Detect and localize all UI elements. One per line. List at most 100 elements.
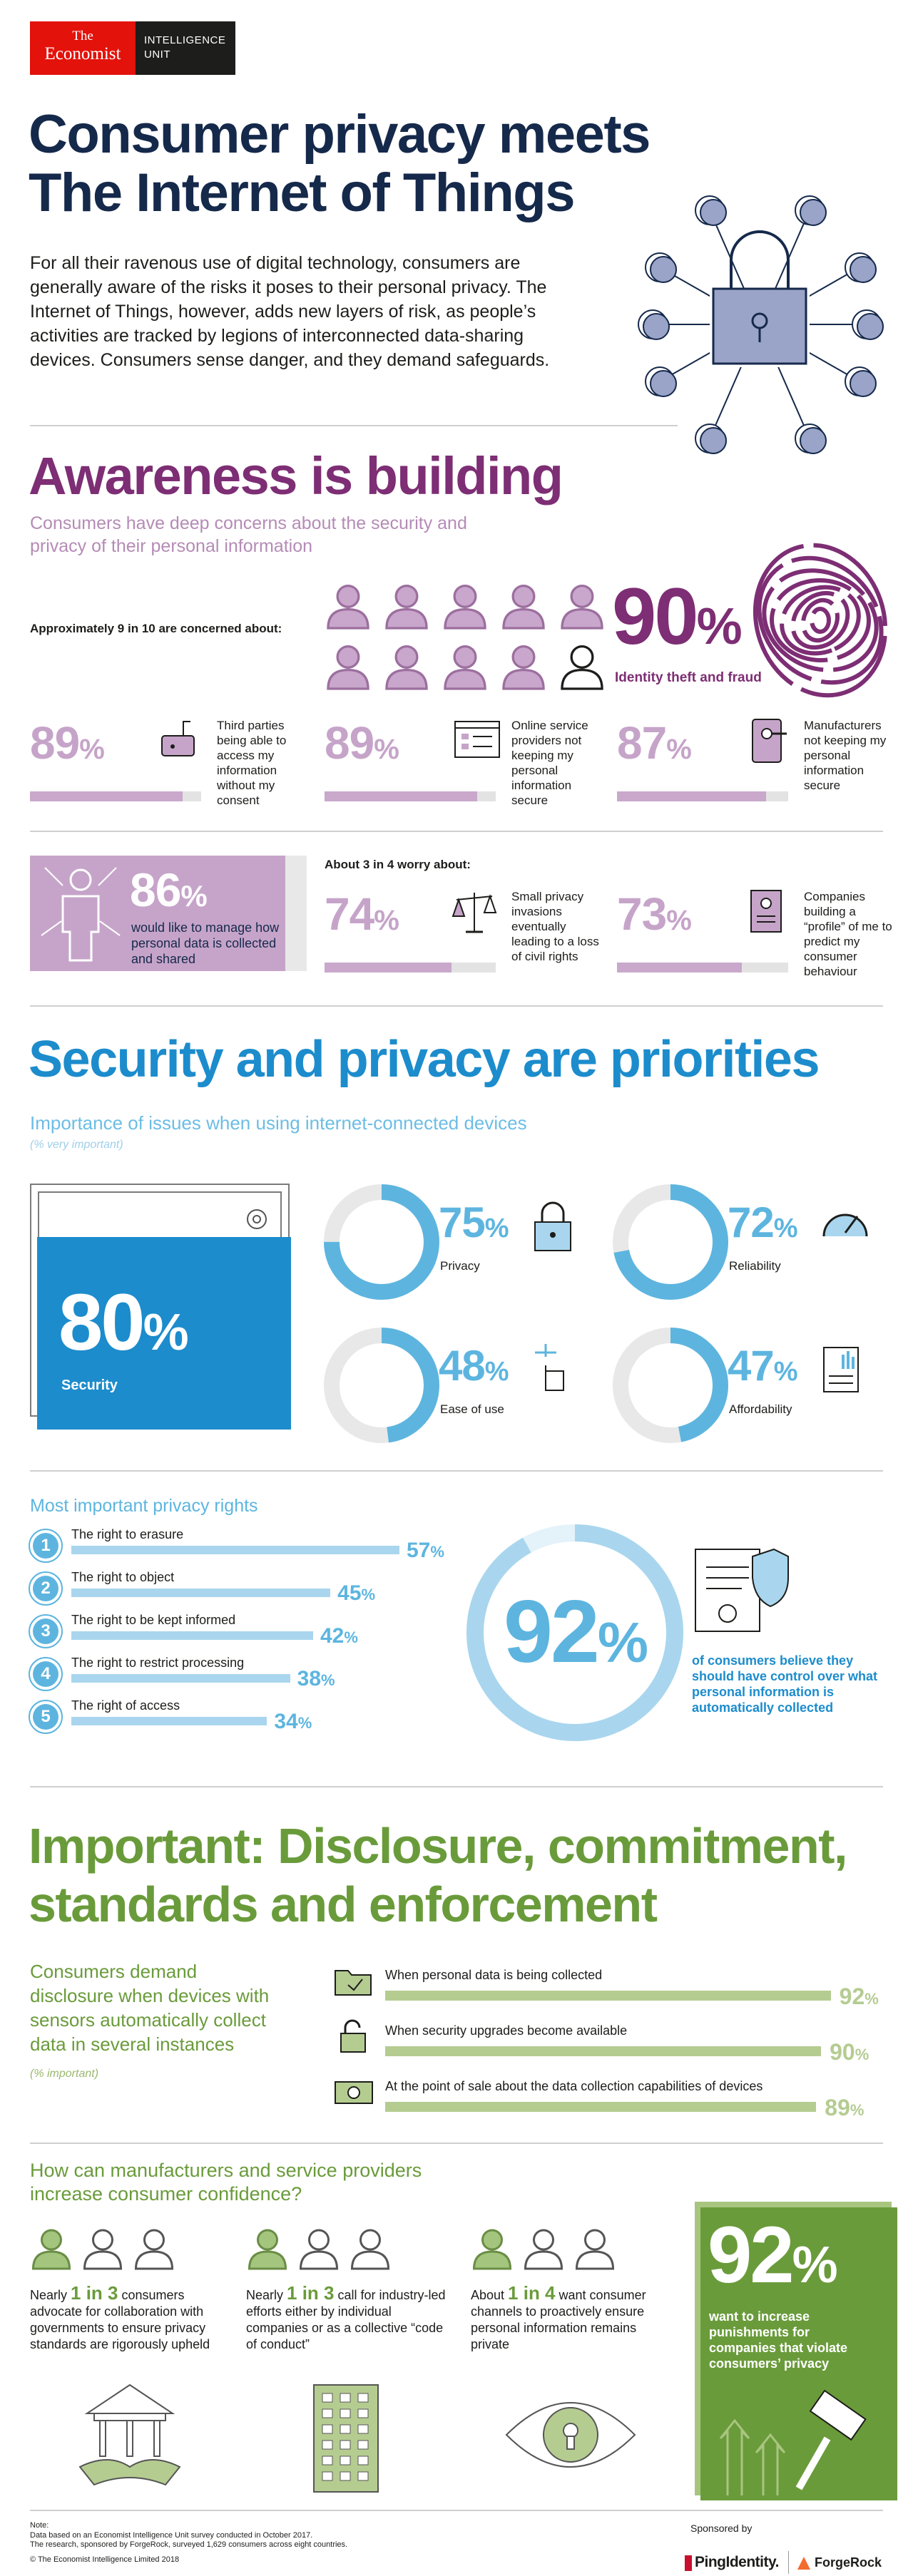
- stat-number: 92: [708, 2210, 795, 2299]
- manage-text: would like to manage how personal data i…: [131, 920, 280, 966]
- concerned-label: Approximately 9 in 10 are concerned abou…: [30, 622, 282, 635]
- donut-label: Affordability: [729, 1402, 792, 1416]
- icon-part: [561, 607, 603, 630]
- disclosure-icon: [340, 2019, 366, 2053]
- section-subtitle: Importance of issues when using internet…: [30, 1112, 527, 1134]
- stat-unit: %: [79, 734, 105, 765]
- note-label: Note:: [30, 2521, 49, 2530]
- stat-icon: [452, 893, 497, 933]
- stat-value: 48%: [439, 1341, 509, 1390]
- number-label: 1: [41, 1536, 51, 1555]
- stat-number: 90: [830, 2039, 855, 2065]
- icon-part: [584, 2229, 606, 2251]
- person-icon: [385, 645, 428, 690]
- headline-box: [700, 2207, 897, 2500]
- icon-part: [842, 1355, 845, 1369]
- icon-part: [247, 1209, 267, 1229]
- icon-part: [502, 645, 545, 690]
- bar: [30, 791, 183, 801]
- icon-part: [126, 2420, 133, 2457]
- stat-unit: %: [696, 598, 743, 655]
- stat-number: 89: [325, 717, 374, 769]
- intro: For all their ravenous use of digital te…: [30, 253, 550, 370]
- divider: [30, 1786, 883, 1787]
- stat-number: 92: [839, 1984, 865, 2009]
- stat-value: 92%: [840, 1984, 879, 2010]
- stat-number: 89: [30, 717, 80, 769]
- stat-unit: %: [855, 2046, 869, 2063]
- main-title: The Internet of Things: [29, 163, 575, 223]
- stat-number: 90: [612, 572, 699, 661]
- icon-part: [327, 668, 369, 690]
- icon-part: [33, 1704, 58, 1730]
- stat-value: 72%: [728, 1198, 798, 1247]
- stat-value: 47%: [728, 1341, 798, 1390]
- logo-brand: [30, 21, 136, 75]
- disclosure-icon: [335, 1970, 372, 1996]
- person-outline-icon: [41, 867, 121, 962]
- icon-part: [541, 1201, 565, 1222]
- stat-value: 86%: [130, 863, 208, 917]
- person-icon: [502, 645, 545, 690]
- icon-part: [770, 578, 871, 663]
- icon-part: [511, 645, 536, 669]
- icon-part: [83, 2250, 123, 2270]
- ring-arc: [466, 1524, 683, 1741]
- stat-number: 38: [297, 1667, 322, 1690]
- stat-number: 47: [728, 1342, 775, 1390]
- icon-part: [83, 2229, 123, 2270]
- icon-part: [753, 543, 888, 698]
- icon-part: [340, 2471, 351, 2481]
- disclosure-label: When security upgrades become available: [385, 2023, 628, 2038]
- icon-part: [340, 2033, 366, 2053]
- icon-part: [385, 645, 428, 690]
- logo-brand-line: The: [72, 29, 93, 43]
- stat-number: 48: [439, 1342, 486, 1390]
- logo-unit: [136, 21, 235, 75]
- icon-part: [847, 1351, 850, 1369]
- icon-part: [483, 893, 497, 913]
- disclosure-label: When personal data is being collected: [385, 1968, 603, 1982]
- stat-value: 87%: [617, 717, 692, 769]
- icon-part: [566, 2436, 575, 2450]
- number-label: 3: [41, 1621, 51, 1641]
- icon-part: [650, 256, 677, 283]
- icon-part: [134, 2250, 174, 2270]
- sponsor-name: ForgeRock: [815, 2555, 882, 2570]
- icon-part: [545, 1365, 564, 1391]
- divider: [30, 1005, 883, 1007]
- icon-part: [335, 2081, 373, 2104]
- stat-unit: %: [297, 1714, 312, 1732]
- stat-icon: [750, 890, 782, 933]
- stat-value: 45%: [337, 1581, 375, 1606]
- stat-number: 73: [617, 888, 667, 940]
- icon-part: [357, 2408, 369, 2418]
- person-icon: [502, 584, 545, 630]
- icon-part: [385, 668, 428, 690]
- icon-part: [350, 2250, 390, 2270]
- text-highlight: 1 in 4: [508, 2282, 556, 2304]
- stat-value: 89%: [30, 717, 105, 769]
- icon-part: [757, 555, 884, 685]
- logo-unit-line: INTELLIGENCE: [144, 34, 226, 46]
- stat-number: 86: [130, 863, 181, 916]
- person-icon: [327, 645, 369, 690]
- person-icon: [575, 2229, 615, 2270]
- icon-part: [444, 645, 486, 690]
- confidence-text: About 1 in 4 want consumer channels to p…: [471, 2282, 678, 2353]
- sponsor-name: PingIdentity.: [695, 2554, 779, 2570]
- stat-text: Companies building a “profile” of me to …: [804, 890, 892, 978]
- control-ring: [466, 1524, 683, 1741]
- disclosure-label: At the point of sale about the data coll…: [385, 2079, 763, 2093]
- stat-number: 72: [728, 1199, 775, 1246]
- icon-part: [800, 199, 827, 226]
- icon-part: [797, 2557, 810, 2570]
- gavel-icon: [719, 2389, 867, 2495]
- icon-part: [93, 2413, 166, 2421]
- donut-arc: [613, 1328, 728, 1443]
- icon-part: [643, 313, 670, 340]
- stat-icon: [454, 721, 500, 758]
- icon-part: [299, 2250, 339, 2270]
- stat-number: 74: [325, 888, 374, 940]
